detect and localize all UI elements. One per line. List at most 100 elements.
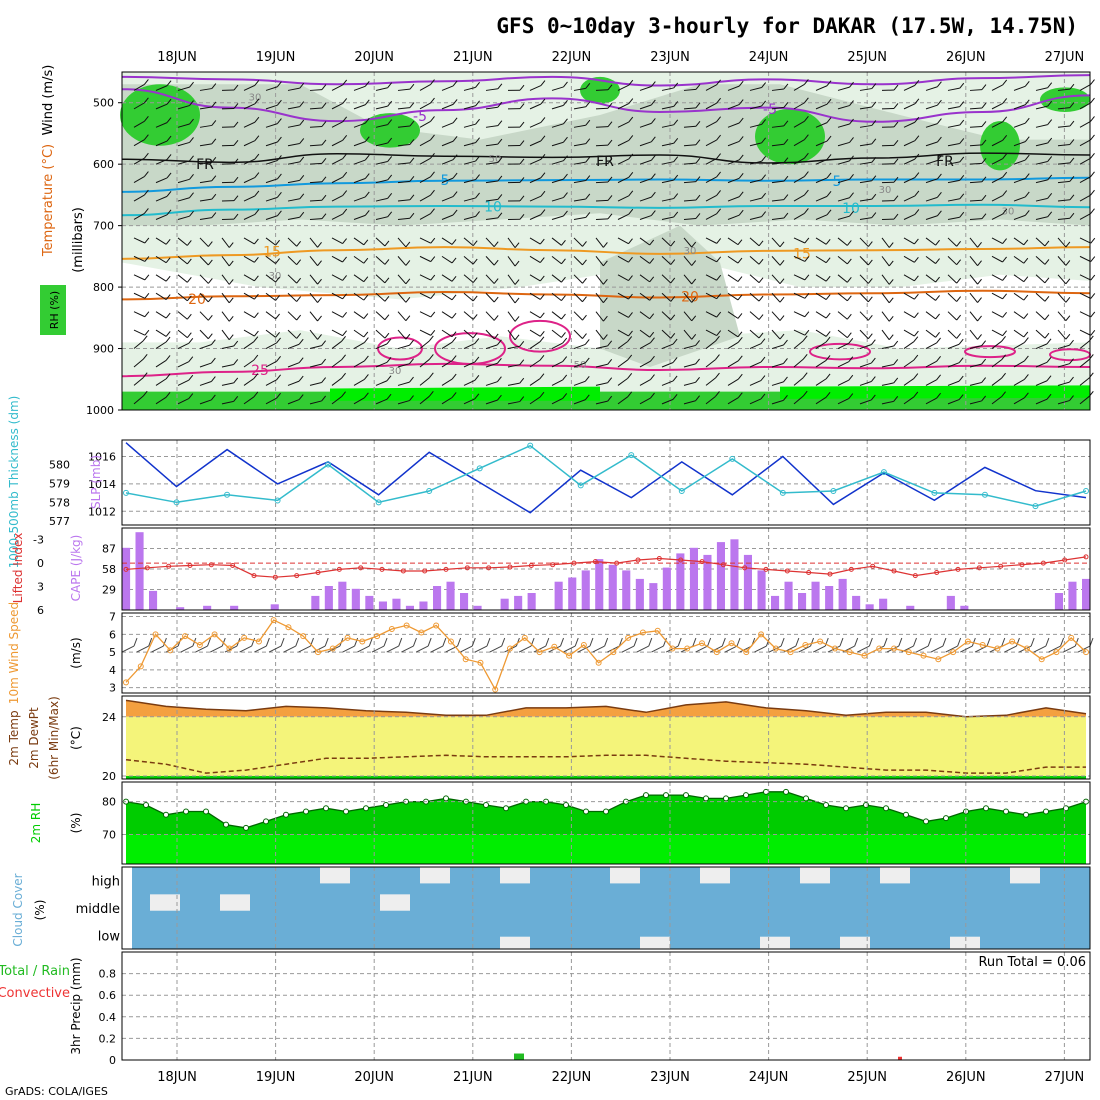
wind-tick-label: 4 [109,664,116,677]
wind-barb [221,400,234,405]
wind-barb-flag [430,237,436,244]
wind-barb-flag [1069,395,1074,401]
wind-barb-flag [295,637,300,647]
wind-barb-flag [783,395,788,401]
wind-barb-flag [497,83,503,90]
wind-barb [749,292,760,302]
wind-barb [617,140,630,147]
rh2m-point [143,801,149,808]
wind-barb-flag [233,176,239,183]
isotherm-label: 10 [484,200,502,216]
wind-barb [881,274,890,285]
wind-barb [529,237,541,245]
wind-barb [507,237,516,248]
wind-barb [793,377,804,386]
wind-barb [815,274,827,282]
wind-barb-flag [409,139,415,145]
wind-barb [177,379,190,386]
wind-barb-flag [514,334,520,341]
wind-barb-flag [914,135,920,141]
wind-barb [947,274,957,284]
wind-barb-flag [893,140,899,146]
wind-barb [837,105,850,110]
wind-barb-flag [1024,374,1029,380]
wind-barb-flag [716,293,722,299]
wind-barb-flag [607,158,613,164]
wind-barb-flag [1002,98,1008,104]
wind-barb-flag [493,259,499,266]
wind-barb-flag [253,391,259,398]
cape-bar [1082,578,1091,610]
wind-barb [595,274,604,285]
wind-barb [529,158,542,165]
wind-barb-flag [228,297,234,304]
wind-barb [947,198,960,202]
wind-barb [397,363,410,368]
wind-barb-flag [430,311,436,318]
wind-barb-flag [211,212,217,218]
wind-barb-flag [277,210,282,217]
wind-barb [749,197,762,202]
wind-barb-flag [1090,208,1095,214]
wind-barb [683,274,693,285]
wind-barb-flag [1023,313,1029,319]
wind-barb [463,215,476,220]
wind-barb-flag [277,173,282,180]
wind-barb-flag [539,294,545,300]
wind-barb-flag [758,295,764,302]
wind-barb [221,237,230,248]
wind-barb [287,142,300,147]
rh2m-point [683,792,689,799]
wind-barb-flag [428,335,434,342]
wind-barb [925,292,936,301]
wind-barb [859,292,869,303]
wind-barb-flag [1090,79,1095,85]
li-point [507,564,513,570]
wind-barb-flag [958,394,964,400]
wind-barb [155,378,167,386]
wind-barb [859,88,872,91]
wind-barb [353,378,365,386]
wind-barb [243,255,255,263]
wind-barb-flag [1074,637,1079,647]
wind-barb [485,217,498,220]
wind-barb [177,329,188,339]
wind-barb-flag [207,241,213,247]
wind-barb [155,329,167,337]
wind-barb [133,255,146,262]
wind-barb [705,121,717,128]
wind-barb-flag [607,139,613,146]
cloud-clear-patch [640,936,670,949]
wind-barb [947,216,960,220]
bottom-date-label: 18JUN [157,1070,197,1085]
wind-barb [331,237,343,245]
thickness-point [476,465,483,472]
wind-barb [485,180,498,184]
wind-speed-point [359,638,366,645]
wind-barb-flag [540,190,546,197]
cape-tick-label: 29 [102,584,116,597]
thickness-point [779,489,786,496]
wind-barb-flag [721,637,726,647]
wind-barb-flag [1065,241,1071,248]
li-tick-label: 3 [37,581,44,594]
wind-barb-flag [189,192,194,199]
wind-barb-flag [405,260,411,266]
wind-barb [199,329,209,340]
wind-barb-flag [430,208,435,214]
wind-barb [353,159,366,165]
wind-barb [136,645,149,653]
wind-barb [1079,139,1091,147]
cloud-clear-patch [500,867,530,884]
wind-barb [441,397,453,405]
wind-barb [331,340,342,349]
wind-barb-flag [870,339,876,345]
wind-barb [661,87,674,91]
wind-barb [1013,274,1025,283]
wind-barb-flag [148,637,153,647]
wind-barb [287,292,297,302]
wind-barb [265,123,278,128]
wind-barb [683,256,693,266]
wind-barb [798,645,811,653]
wind-barb [419,157,431,165]
